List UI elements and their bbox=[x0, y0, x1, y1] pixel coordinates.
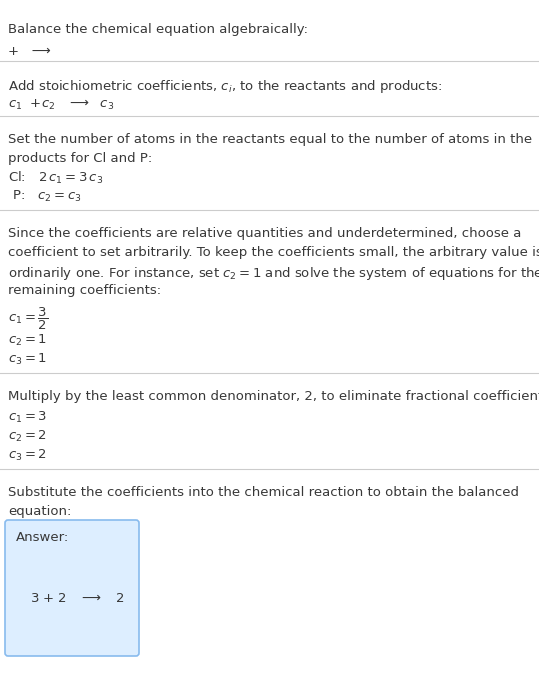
Text: Set the number of atoms in the reactants equal to the number of atoms in the: Set the number of atoms in the reactants… bbox=[8, 133, 532, 146]
Text: Answer:: Answer: bbox=[16, 531, 69, 544]
Text: Cl:   $2\,c_1 = 3\,c_3$: Cl: $2\,c_1 = 3\,c_3$ bbox=[8, 170, 103, 186]
Text: $c_3 = 2$: $c_3 = 2$ bbox=[8, 448, 47, 463]
Text: Since the coefficients are relative quantities and underdetermined, choose a: Since the coefficients are relative quan… bbox=[8, 227, 521, 240]
Text: $c_3 = 1$: $c_3 = 1$ bbox=[8, 352, 47, 367]
FancyBboxPatch shape bbox=[5, 520, 139, 656]
Text: products for Cl and P:: products for Cl and P: bbox=[8, 152, 152, 165]
Text: Substitute the coefficients into the chemical reaction to obtain the balanced: Substitute the coefficients into the che… bbox=[8, 486, 519, 499]
Text: Multiply by the least common denominator, 2, to eliminate fractional coefficient: Multiply by the least common denominator… bbox=[8, 390, 539, 403]
Text: $c_1 = \dfrac{3}{2}$: $c_1 = \dfrac{3}{2}$ bbox=[8, 306, 48, 332]
Text: Add stoichiometric coefficients, $c_i$, to the reactants and products:: Add stoichiometric coefficients, $c_i$, … bbox=[8, 78, 442, 95]
Text: $c_2 = 1$: $c_2 = 1$ bbox=[8, 333, 47, 348]
Text: $c_1 = 3$: $c_1 = 3$ bbox=[8, 410, 47, 425]
Text: equation:: equation: bbox=[8, 505, 71, 518]
Text: +   ⟶: + ⟶ bbox=[8, 45, 51, 58]
Text: coefficient to set arbitrarily. To keep the coefficients small, the arbitrary va: coefficient to set arbitrarily. To keep … bbox=[8, 246, 539, 259]
Text: Balance the chemical equation algebraically:: Balance the chemical equation algebraica… bbox=[8, 23, 308, 36]
Text: $c_1$  +$c_2$   $\longrightarrow$  $c_3$: $c_1$ +$c_2$ $\longrightarrow$ $c_3$ bbox=[8, 98, 114, 112]
Text: remaining coefficients:: remaining coefficients: bbox=[8, 284, 161, 297]
Text: P:   $c_2 = c_3$: P: $c_2 = c_3$ bbox=[8, 189, 81, 204]
Text: $3$ + $2$   $\longrightarrow$   $2$: $3$ + $2$ $\longrightarrow$ $2$ bbox=[30, 592, 125, 605]
Text: $c_2 = 2$: $c_2 = 2$ bbox=[8, 429, 47, 444]
Text: ordinarily one. For instance, set $c_2 = 1$ and solve the system of equations fo: ordinarily one. For instance, set $c_2 =… bbox=[8, 265, 539, 282]
